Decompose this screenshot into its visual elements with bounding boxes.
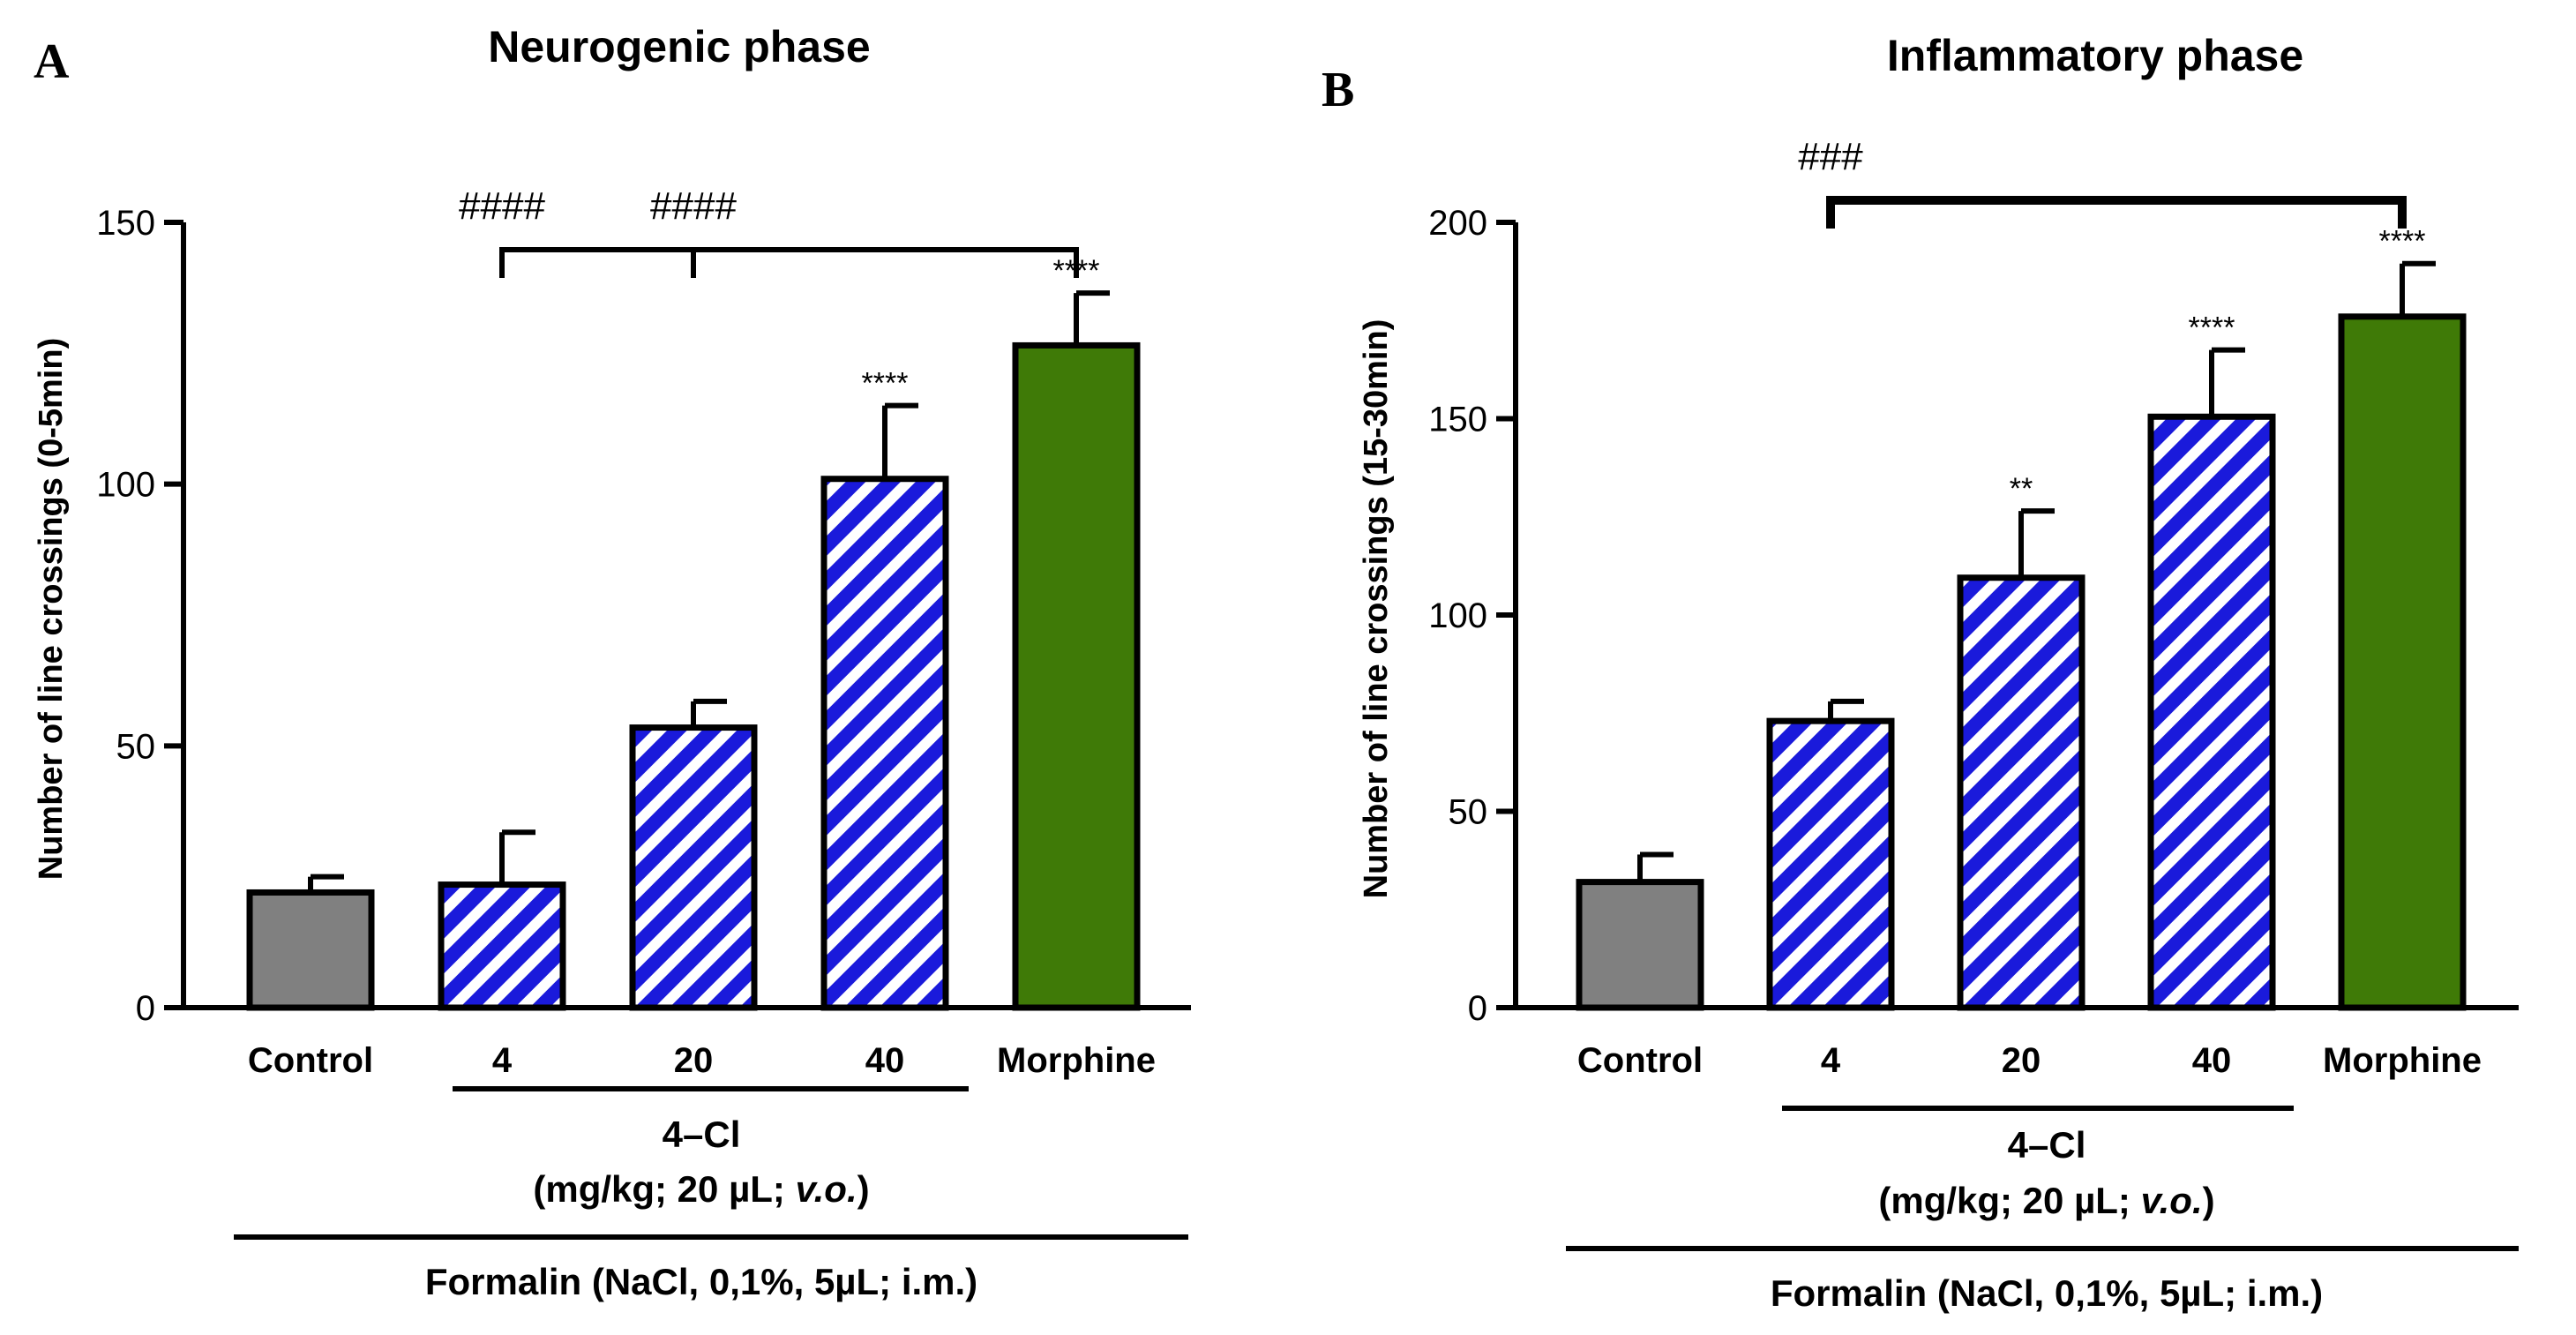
- panel-b-y-tick-label: 150: [1428, 401, 1487, 439]
- panel-a-bar: [629, 724, 758, 1011]
- panel-b-title: Inflammatory phase: [1887, 31, 2303, 80]
- panel-b-category-label: 20: [2002, 1041, 2041, 1080]
- panel-b-letter: B: [1322, 63, 1354, 117]
- panel-a-y-tick-label: 0: [136, 989, 155, 1028]
- panel-a-bar: [1012, 341, 1141, 1011]
- panel-a-y-axis-label: Number of line crossings (0-5min): [33, 338, 70, 880]
- panel-a-category-label: 20: [674, 1041, 714, 1080]
- panel-a-bar: [438, 881, 566, 1011]
- panel-b-group-label: 4–Cl: [2008, 1124, 2086, 1166]
- panel-a-treatment-label: Formalin (NaCl, 0,1%, 5µL; i.m.): [425, 1261, 977, 1302]
- panel-b-y-axis-label: Number of line crossings (15-30min): [1358, 319, 1395, 899]
- panel-a-y-tick-label: 100: [96, 466, 155, 505]
- panel-a-category-label: Control: [248, 1041, 373, 1080]
- panel-b-y-tick-label: 100: [1428, 596, 1487, 635]
- panel-a-title: Neurogenic phase: [488, 22, 870, 71]
- panel-b-bar: [1576, 879, 1704, 1011]
- panel-b-group-sublabel: (mg/kg; 20 µL; v.o.): [1878, 1180, 2214, 1221]
- panel-a-marks: 050100150Control420****40****Morphine###…: [96, 184, 1191, 1080]
- panel-b-category-label: 4: [1821, 1041, 1841, 1080]
- panel-a-y-tick-label: 50: [116, 727, 156, 766]
- panel-a-letter: A: [34, 34, 70, 89]
- panel-a-bar: [246, 889, 375, 1011]
- panel-b-treatment-label: Formalin (NaCl, 0,1%, 5µL; i.m.): [1771, 1272, 2323, 1314]
- panel-b-comparison-label: ###: [1798, 135, 1863, 178]
- panel-a-category-label: 4: [492, 1041, 513, 1080]
- panel-a-bar: [820, 476, 949, 1011]
- panel-b-bar: [1766, 717, 1895, 1011]
- panel-b-marks: 0 50 100 150 200 Control 4 ** 20 **** 40 **** Morphi…: [1428, 135, 2519, 1080]
- panel-b-bar: [1957, 574, 2086, 1011]
- panel-b-significance-label: **: [2010, 472, 2033, 506]
- panel-a: A Neurogenic phase Number of line crossi…: [33, 22, 1191, 1302]
- panel-b-bar: [2147, 413, 2276, 1011]
- panel-b-y-tick-label: 0: [1468, 989, 1487, 1028]
- panel-a-category-label: Morphine: [997, 1041, 1156, 1080]
- panel-b-y-tick-label: 50: [1449, 793, 1488, 832]
- panel-a-group-label: 4–Cl: [663, 1114, 741, 1155]
- panel-a-group-sublabel: (mg/kg; 20 µL; v.o.): [533, 1168, 869, 1210]
- panel-b-significance-label: ****: [2379, 225, 2426, 259]
- panel-a-comparison-label: ####: [459, 184, 545, 228]
- panel-b-category-label: Control: [1577, 1041, 1703, 1080]
- panel-b: B Inflammatory phase Number of line cros…: [1322, 31, 2519, 1314]
- panel-a-significance-label: ****: [862, 367, 909, 401]
- panel-a-y-tick-label: 150: [96, 204, 155, 243]
- panel-b-bar: [2338, 313, 2467, 1011]
- panel-a-comparison-label: ####: [650, 184, 737, 228]
- panel-b-y-tick-label: 200: [1428, 204, 1487, 243]
- panel-b-category-label: Morphine: [2323, 1041, 2482, 1080]
- panel-b-significance-label: ****: [2189, 311, 2235, 345]
- panel-b-category-label: 40: [2192, 1041, 2232, 1080]
- panel-a-category-label: 40: [865, 1041, 905, 1080]
